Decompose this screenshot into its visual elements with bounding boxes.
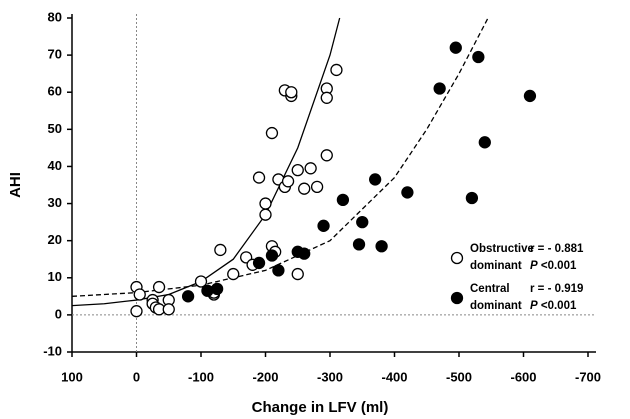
point <box>265 126 279 140</box>
x-tick-label: 0 <box>133 369 140 384</box>
x-tick-label: -300 <box>317 369 343 384</box>
point <box>285 86 298 99</box>
r-label: r = - 0.919 <box>530 283 583 295</box>
fit-curve <box>71 17 489 297</box>
point <box>162 303 175 316</box>
point <box>356 215 369 229</box>
x-tick-label: -600 <box>510 369 536 384</box>
point <box>472 50 485 64</box>
x-tick-label: 100 <box>61 369 83 384</box>
point <box>352 238 366 251</box>
point <box>210 282 224 296</box>
point <box>465 191 479 205</box>
point <box>449 41 462 54</box>
y-tick-label: 40 <box>48 158 62 173</box>
x-tick-label: -100 <box>188 369 214 384</box>
point <box>259 208 272 221</box>
legend-marker <box>450 251 464 265</box>
y-tick-label: 60 <box>48 84 62 99</box>
point <box>130 305 143 318</box>
x-tick-label: -200 <box>252 369 278 384</box>
y-tick-label: 30 <box>48 195 62 210</box>
point <box>214 243 227 257</box>
x-tick-label: -400 <box>381 369 407 384</box>
r-label: r = - 0.881 <box>530 243 584 255</box>
point <box>336 193 350 206</box>
y-tick-label: 20 <box>48 232 62 247</box>
point <box>265 249 279 262</box>
point <box>330 63 343 77</box>
point <box>401 186 414 199</box>
y-tick-label: 0 <box>55 306 62 321</box>
y-tick-label: 70 <box>48 47 62 62</box>
point <box>194 275 208 288</box>
point <box>433 82 446 95</box>
point <box>152 280 166 294</box>
point <box>252 171 266 184</box>
y-tick-label: 80 <box>48 9 62 24</box>
point <box>310 180 324 194</box>
point <box>478 136 491 149</box>
legend-marker <box>450 291 464 305</box>
y-axis-label: AHI <box>7 172 24 198</box>
point <box>317 219 330 232</box>
x-axis-label: Change in LFV (ml) <box>252 399 389 416</box>
y-tick-label: -10 <box>43 343 62 358</box>
x-tick-label: -700 <box>575 369 601 384</box>
p-label: P <0.001 <box>530 260 577 272</box>
point <box>291 267 304 281</box>
p-label: P <0.001 <box>530 300 577 312</box>
legend-label: Obstructive dominant <box>470 243 534 272</box>
point <box>320 149 333 162</box>
point <box>281 175 295 188</box>
x-tick-label: -500 <box>446 369 472 384</box>
point <box>133 288 146 301</box>
point <box>227 267 240 281</box>
y-tick-label: 50 <box>48 121 62 136</box>
point <box>368 173 382 186</box>
legend-label: Central dominant <box>470 283 522 312</box>
point <box>291 164 304 177</box>
point <box>304 162 317 175</box>
point <box>252 256 266 270</box>
point <box>298 182 311 195</box>
point <box>523 89 537 103</box>
point <box>272 264 285 277</box>
fit-curve <box>71 17 341 307</box>
point <box>181 290 195 303</box>
point <box>320 91 333 104</box>
y-tick-label: 10 <box>48 269 62 284</box>
point <box>375 240 388 253</box>
point <box>298 247 311 260</box>
point <box>259 197 272 210</box>
